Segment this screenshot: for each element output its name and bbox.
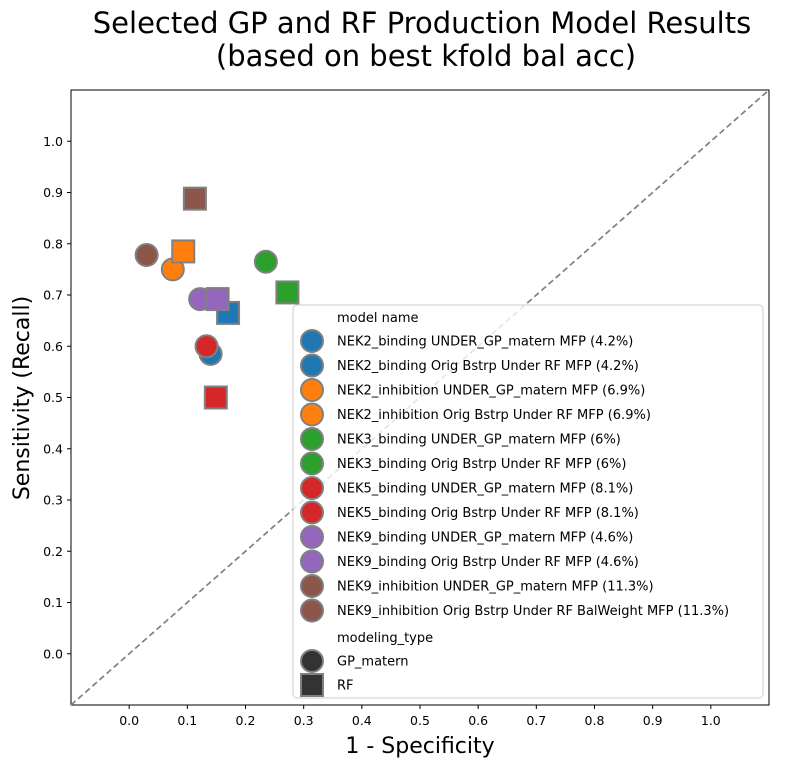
- data-point-square: [275, 280, 300, 305]
- y-tick-label: 1.0: [43, 134, 63, 149]
- legend-marker-circle: [300, 649, 324, 673]
- data-point-square: [171, 239, 196, 264]
- y-tick-label: 0.5: [43, 390, 63, 405]
- x-tick-label: 0.6: [468, 713, 488, 728]
- data-point-square: [182, 186, 207, 211]
- chart-title-line1: Selected GP and RF Production Model Resu…: [93, 6, 751, 40]
- legend-frame: [292, 304, 764, 699]
- data-markers: [134, 186, 300, 410]
- y-tick-label: 0.3: [43, 493, 63, 508]
- legend-entry-label: NEK9_inhibition UNDER_GP_matern MFP (11.…: [337, 580, 654, 595]
- legend-entry-label: NEK2_binding Orig Bstrp Under RF MFP (4.…: [337, 359, 639, 374]
- data-point-circle: [194, 334, 219, 359]
- legend-entry-label: NEK2_inhibition Orig Bstrp Under RF MFP …: [337, 408, 651, 423]
- x-tick-label: 0.8: [585, 713, 605, 728]
- y-tick-label: 0.1: [43, 595, 63, 610]
- legend-marker: [300, 500, 324, 525]
- diagonal-reference-line: [70, 89, 770, 706]
- x-tick-label: 1.0: [701, 713, 721, 728]
- x-tick-label: 0.7: [526, 713, 546, 728]
- legend: model name NEK2_binding UNDER_GP_matern M…: [292, 304, 764, 699]
- y-tick-label: 0.4: [43, 441, 63, 456]
- chart-title-line2: (based on best kfold bal acc): [216, 39, 636, 73]
- x-tick-label: 0.4: [352, 713, 372, 728]
- y-tick-label: 0.8: [43, 236, 63, 251]
- legend-marker: [300, 598, 324, 623]
- legend-marker: [300, 549, 324, 574]
- legend-entry-label: NEK9_inhibition Orig Bstrp Under RF BalW…: [337, 604, 729, 619]
- legend-marker: [300, 476, 324, 500]
- x-tick-label: 0.0: [119, 713, 139, 728]
- legend-entry-label: NEK9_binding Orig Bstrp Under RF MFP (4.…: [337, 555, 639, 570]
- legend-marker: [300, 402, 324, 427]
- legend-marker: [300, 574, 324, 598]
- legend-marker: [300, 378, 324, 402]
- y-tick-label: 0.6: [43, 339, 63, 354]
- x-tick-label: 0.1: [177, 713, 197, 728]
- legend-entry-label: NEK2_binding UNDER_GP_matern MFP (4.2%): [337, 335, 633, 350]
- legend-marker: [300, 353, 324, 378]
- legend-entry-label: NEK5_binding Orig Bstrp Under RF MFP (8.…: [337, 506, 639, 521]
- legend-marker: [300, 525, 324, 549]
- legend-entry-label: NEK3_binding UNDER_GP_matern MFP (6%): [337, 433, 621, 448]
- y-tick-label: 0.0: [43, 646, 63, 661]
- legend-entry-label: NEK3_binding Orig Bstrp Under RF MFP (6%…: [337, 457, 626, 472]
- x-tick-label: 0.9: [643, 713, 663, 728]
- x-axis-label: 1 - Specificity: [345, 734, 494, 759]
- legend-marker-square: [300, 673, 324, 697]
- x-tick-label: 0.5: [410, 713, 430, 728]
- legend-type-label: RF: [337, 679, 354, 694]
- y-tick-label: 0.7: [43, 288, 63, 303]
- data-point-square: [205, 287, 230, 312]
- data-point-square: [203, 385, 228, 410]
- y-tick-label: 0.2: [43, 544, 63, 559]
- legend-entry-label: NEK9_binding UNDER_GP_matern MFP (4.6%): [337, 531, 633, 546]
- y-tick-label: 0.9: [43, 185, 63, 200]
- legend-marker: [300, 451, 324, 476]
- x-tick-label: 0.2: [236, 713, 256, 728]
- legend-marker: [300, 427, 324, 451]
- x-tick-label: 0.3: [294, 713, 314, 728]
- y-axis-ticks: 0.0 0.1 0.2 0.3 0.4 0.5 0.6 0.7 0.8 0.9 1.0: [43, 134, 71, 661]
- legend-marker: [300, 329, 324, 353]
- legend-title-model-name: model name: [337, 311, 418, 326]
- legend-title-modeling-type: modeling_type: [337, 631, 433, 646]
- data-point-circle: [253, 249, 278, 274]
- legend-type-label: GP_matern: [337, 655, 409, 670]
- legend-entry-label: NEK2_inhibition UNDER_GP_matern MFP (6.9…: [337, 384, 645, 399]
- x-axis-ticks: 0.0 0.1 0.2 0.3 0.4 0.5 0.6 0.7 0.8 0.9 1.0: [119, 705, 721, 728]
- y-axis-label: Sensitivity (Recall): [10, 296, 35, 500]
- data-point-circle: [134, 243, 159, 268]
- legend-entry-label: NEK5_binding UNDER_GP_matern MFP (8.1%): [337, 482, 633, 497]
